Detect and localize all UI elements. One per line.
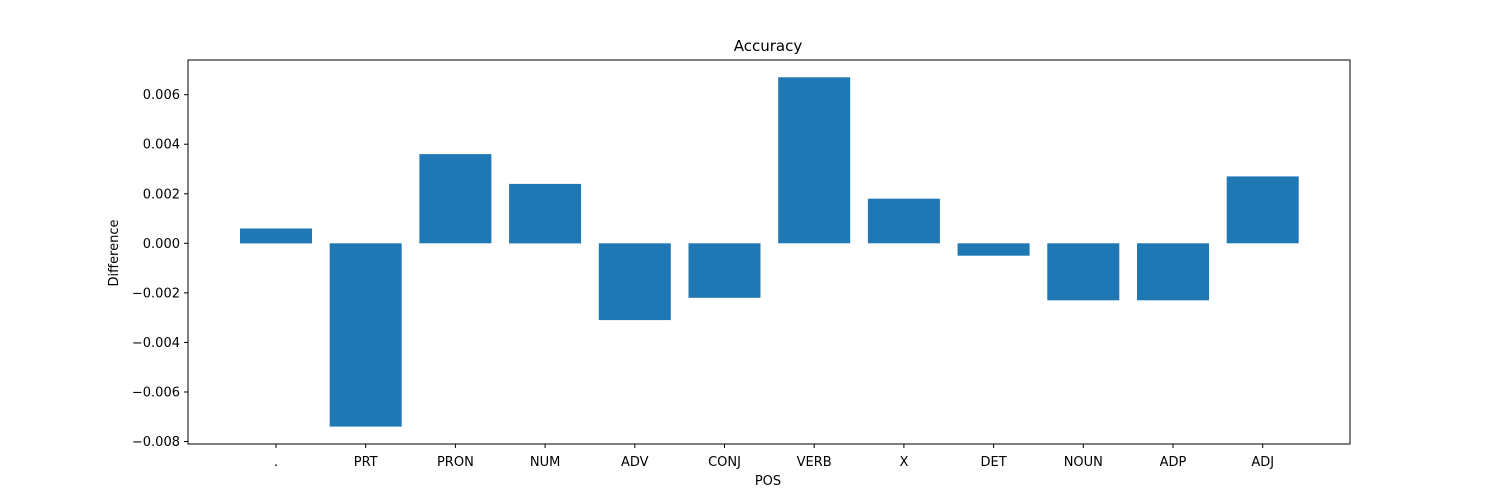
x-axis-ticks: . PRT PRON NUM ADV CONJ VERB X DET NOUN ADP ADJ [274,444,1274,470]
y-tick-label: −0.002 [132,286,180,301]
bar [419,154,492,244]
y-tick-label: 0.000 [143,237,180,252]
bar [957,243,1030,256]
bar [1226,176,1299,244]
bar [867,198,940,244]
bar [1047,243,1120,301]
x-axis-label: POS [755,474,781,489]
x-tick-label: NOUN [1064,455,1103,470]
bar [598,243,671,321]
x-tick-label: DET [981,455,1007,470]
bars-group [240,77,1299,427]
x-tick-label: PRON [437,455,474,470]
bar [778,77,851,244]
chart-title: Accuracy [734,37,803,55]
y-tick-label: 0.002 [143,187,180,202]
x-tick-label: ADJ [1251,455,1274,470]
y-tick-label: 0.004 [143,138,180,153]
y-tick-label: −0.006 [132,385,180,400]
x-tick-label: PRT [354,455,378,470]
y-axis-ticks: −0.008 −0.006 −0.004 −0.002 0.000 0.002 0.004 0… [132,88,188,450]
bar [1137,243,1209,301]
x-tick-label: ADP [1160,455,1187,470]
y-tick-label: −0.004 [132,336,180,351]
y-tick-label: 0.006 [143,88,180,103]
bar [240,228,312,244]
x-tick-label: X [899,455,908,470]
bar [509,183,582,244]
plot-frame [187,59,1351,445]
x-tick-label: VERB [797,455,832,470]
bar [688,243,761,298]
x-tick-label: ADV [621,455,649,470]
y-axis-label: Difference [107,219,122,286]
y-tick-label: −0.008 [132,435,180,450]
x-tick-label: . [274,455,278,470]
x-tick-label: CONJ [708,455,741,470]
bar [329,243,402,427]
x-tick-label: NUM [530,455,560,470]
